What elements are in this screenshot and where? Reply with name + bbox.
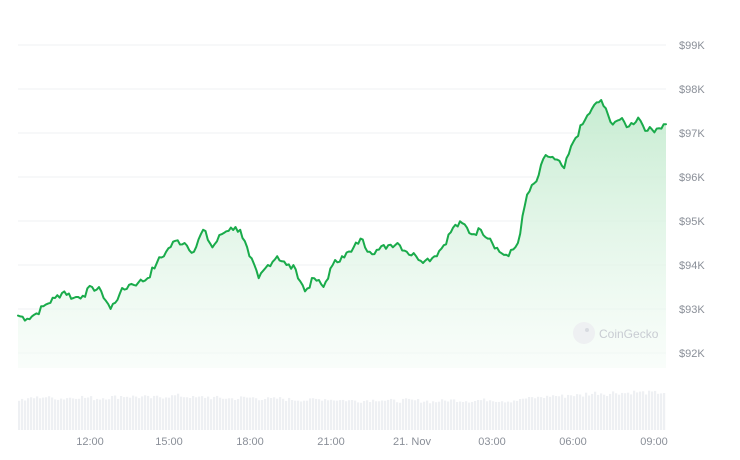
x-tick-label: 06:00 <box>559 436 587 448</box>
y-tick-label: $97K <box>679 128 705 140</box>
x-tick-label: 12:00 <box>76 436 104 448</box>
price-line[interactable] <box>17 99 667 322</box>
y-tick-label: $94K <box>679 260 705 272</box>
coingecko-watermark: CoinGecko <box>573 322 659 344</box>
x-tick-label: 09:00 <box>640 436 668 448</box>
y-tick-label: $99K <box>679 40 705 52</box>
x-tick-label: 18:00 <box>236 436 264 448</box>
volume-bars <box>18 390 666 430</box>
price-area-fill <box>18 100 666 368</box>
y-tick-label: $95K <box>679 216 705 228</box>
x-tick-label: 15:00 <box>155 436 183 448</box>
x-tick-label: 21. Nov <box>393 436 431 448</box>
y-axis-labels: $99K $98K $97K $96K $95K $94K $93K $92K <box>679 40 705 360</box>
coingecko-logo-icon <box>573 322 595 344</box>
y-tick-label: $98K <box>679 84 705 96</box>
x-tick-label: 03:00 <box>478 436 506 448</box>
y-tick-label: $96K <box>679 172 705 184</box>
x-axis-labels: 12:00 15:00 18:00 21:00 21. Nov 03:00 06:00 09:… <box>76 436 668 448</box>
x-tick-label: 21:00 <box>317 436 345 448</box>
watermark-text: CoinGecko <box>599 327 659 341</box>
y-tick-label: $93K <box>679 304 705 316</box>
y-tick-label: $92K <box>679 348 705 360</box>
